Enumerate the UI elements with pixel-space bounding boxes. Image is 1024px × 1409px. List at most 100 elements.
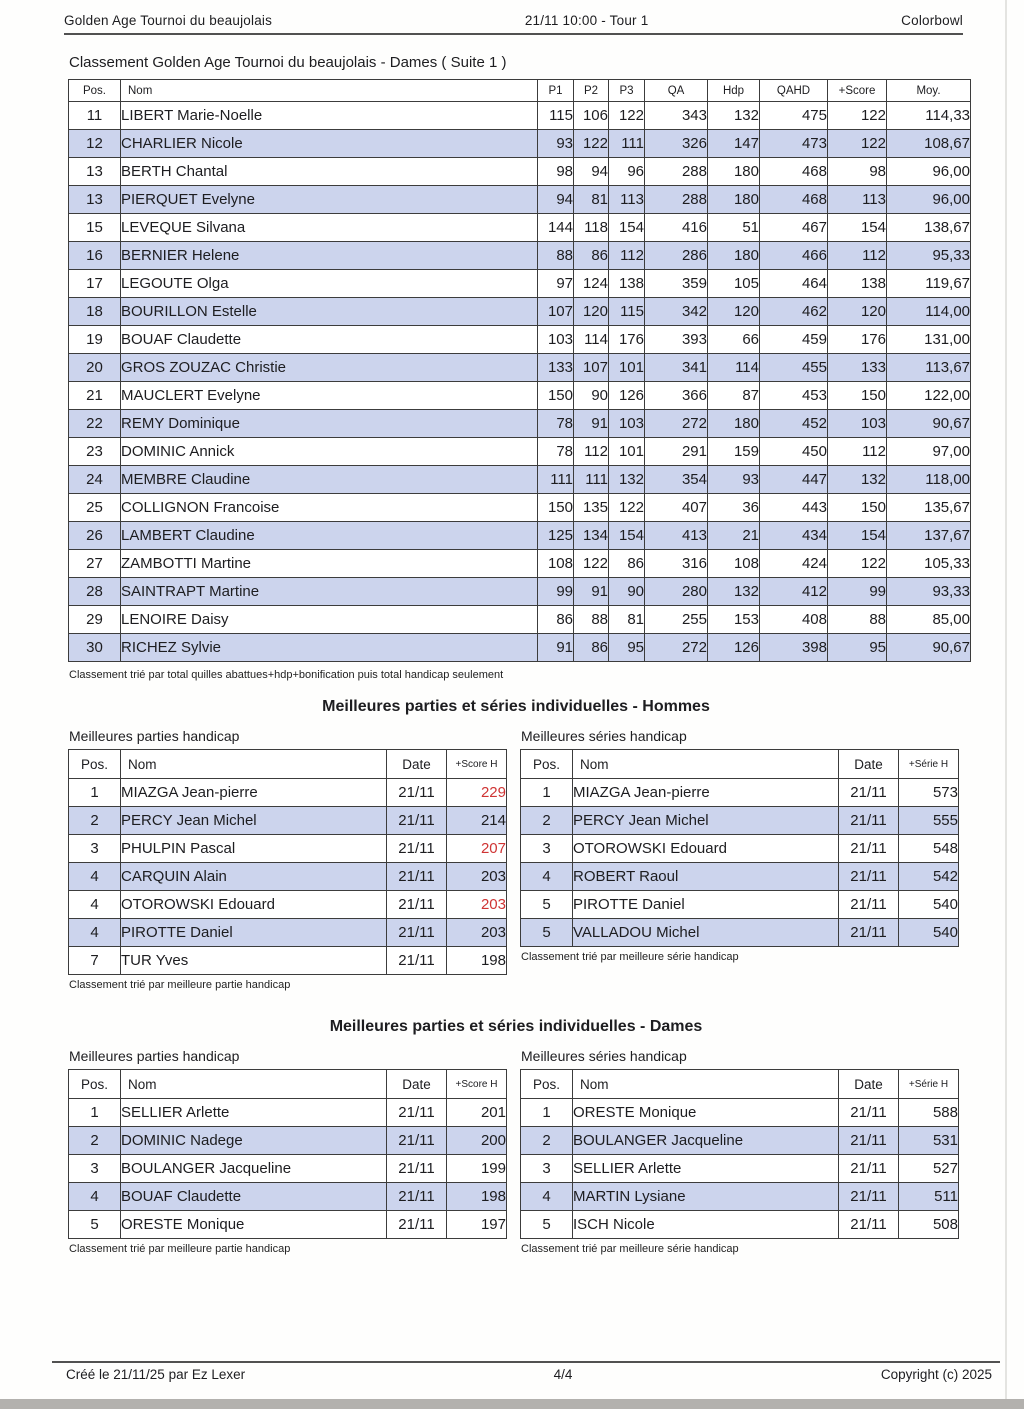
table-cell: 15 <box>68 213 121 242</box>
dames-parties-footnote: Classement trié par meilleure partie han… <box>69 1243 291 1255</box>
table-cell: 21/11 <box>838 1154 899 1183</box>
table-cell: 13 <box>68 157 121 186</box>
table-cell: 12 <box>68 129 121 158</box>
table-cell: PERCY Jean Michel <box>572 806 839 835</box>
table-cell: RICHEZ Sylvie <box>120 633 538 662</box>
table-cell: 21/11 <box>838 834 899 863</box>
column-header: Date <box>838 749 899 779</box>
table-cell: 201 <box>446 1098 507 1127</box>
table-row: 5 ORESTE Monique 21/11 197 <box>68 1210 507 1239</box>
table-cell: 203 <box>446 862 507 891</box>
table-cell: 153 <box>707 605 760 634</box>
table-cell: 272 <box>644 409 708 438</box>
table-row: 15 LEVEQUE Silvana 144 118 154 416 51 467 154 138… <box>68 213 971 242</box>
table-cell: 122,00 <box>886 381 971 410</box>
table-cell: 588 <box>898 1098 959 1127</box>
table-cell: 316 <box>644 549 708 578</box>
table-cell: 13 <box>68 185 121 214</box>
table-cell: 95,33 <box>886 241 971 270</box>
column-header: P1 <box>537 79 574 102</box>
table-cell: 198 <box>446 1182 507 1211</box>
table-cell: 21/11 <box>386 946 447 975</box>
table-cell: 99 <box>537 577 574 606</box>
hommes-series-subtitle: Meilleures séries handicap <box>521 728 687 744</box>
table-cell: 343 <box>644 101 708 130</box>
table-cell: 1 <box>68 778 121 807</box>
hommes-parties-footnote: Classement trié par meilleure partie han… <box>69 979 291 991</box>
table-cell: 114 <box>707 353 760 382</box>
table-cell: 20 <box>68 353 121 382</box>
table-cell: 122 <box>827 549 887 578</box>
header-venue-name: Colorbowl <box>901 13 963 28</box>
hommes-parties-block: Meilleures parties handicap Pos. Nom Date +… <box>68 728 507 991</box>
table-cell: 88 <box>827 605 887 634</box>
table-cell: 114 <box>573 325 609 354</box>
column-header: Pos. <box>520 749 573 779</box>
table-cell: PHULPIN Pascal <box>120 834 387 863</box>
table-cell: 354 <box>644 465 708 494</box>
table-cell: BOUAF Claudette <box>120 1182 387 1211</box>
table-cell: 120 <box>573 297 609 326</box>
table-cell: ROBERT Raoul <box>572 862 839 891</box>
table-cell: LEVEQUE Silvana <box>120 213 538 242</box>
table-cell: 150 <box>827 381 887 410</box>
page-header: Golden Age Tournoi du beaujolais 21/11 1… <box>64 13 963 35</box>
table-cell: 94 <box>573 157 609 186</box>
table-cell: 86 <box>608 549 645 578</box>
table-cell: 197 <box>446 1210 507 1239</box>
table-cell: 118,00 <box>886 465 971 494</box>
table-row: 13 BERTH Chantal 98 94 96 288 180 468 98 96,00 <box>68 157 971 186</box>
table-cell: 90 <box>573 381 609 410</box>
hommes-series-table: Pos. Nom Date +Série H 1 MIAZGA Jean-pierre 2… <box>520 749 959 947</box>
column-header: Pos. <box>68 1069 121 1099</box>
table-cell: 132 <box>707 577 760 606</box>
table-cell: MIAZGA Jean-pierre <box>572 778 839 807</box>
table-row: 12 CHARLIER Nicole 93 122 111 326 147 473 122 108… <box>68 129 971 158</box>
table-row: 4 PIROTTE Daniel 21/11 203 <box>68 918 507 947</box>
table-cell: 93 <box>707 465 760 494</box>
table-cell: 108 <box>707 549 760 578</box>
table-cell: 342 <box>644 297 708 326</box>
table-cell: 21/11 <box>838 1126 899 1155</box>
table-cell: 19 <box>68 325 121 354</box>
column-header: Nom <box>572 1069 839 1099</box>
table-cell: 21/11 <box>386 1126 447 1155</box>
table-cell: 107 <box>573 353 609 382</box>
table-cell: 466 <box>759 241 828 270</box>
table-cell: 255 <box>644 605 708 634</box>
table-row: 11 LIBERT Marie-Noelle 115 106 122 343 132 475 1… <box>68 101 971 130</box>
table-cell: 21/11 <box>386 862 447 891</box>
table-cell: MARTIN Lysiane <box>572 1182 839 1211</box>
table-cell: 101 <box>608 353 645 382</box>
table-cell: 286 <box>644 241 708 270</box>
table-cell: 21/11 <box>838 1210 899 1239</box>
table-row: 30 RICHEZ Sylvie 91 86 95 272 126 398 95 90,67 <box>68 633 971 662</box>
table-cell: TUR Yves <box>120 946 387 975</box>
column-header: Date <box>838 1069 899 1099</box>
table-cell: 88 <box>537 241 574 270</box>
table-cell: 126 <box>707 633 760 662</box>
table-row: 4 MARTIN Lysiane 21/11 511 <box>520 1182 959 1211</box>
table-cell: 412 <box>759 577 828 606</box>
table-cell: LENOIRE Daisy <box>120 605 538 634</box>
table-cell: 1 <box>520 1098 573 1127</box>
table-cell: 137,67 <box>886 521 971 550</box>
table-cell: 135 <box>573 493 609 522</box>
table-row: 4 OTOROWSKI Edouard 21/11 203 <box>68 890 507 919</box>
table-cell: GROS ZOUZAC Christie <box>120 353 538 382</box>
table-cell: 97,00 <box>886 437 971 466</box>
table-cell: 114,33 <box>886 101 971 130</box>
dames-series-block: Meilleures séries handicap Pos. Nom Date +S… <box>520 1048 959 1255</box>
table-cell: 540 <box>898 890 959 919</box>
table-cell: 122 <box>827 101 887 130</box>
table-cell: SELLIER Arlette <box>572 1154 839 1183</box>
table-cell: 112 <box>573 437 609 466</box>
table-cell: 118 <box>573 213 609 242</box>
table-cell: 3 <box>68 834 121 863</box>
table-cell: 18 <box>68 297 121 326</box>
header-tournament-name: Golden Age Tournoi du beaujolais <box>64 13 273 28</box>
table-cell: PIERQUET Evelyne <box>120 185 538 214</box>
column-header: Hdp <box>707 79 760 102</box>
table-cell: COLLIGNON Francoise <box>120 493 538 522</box>
table-cell: 81 <box>573 185 609 214</box>
